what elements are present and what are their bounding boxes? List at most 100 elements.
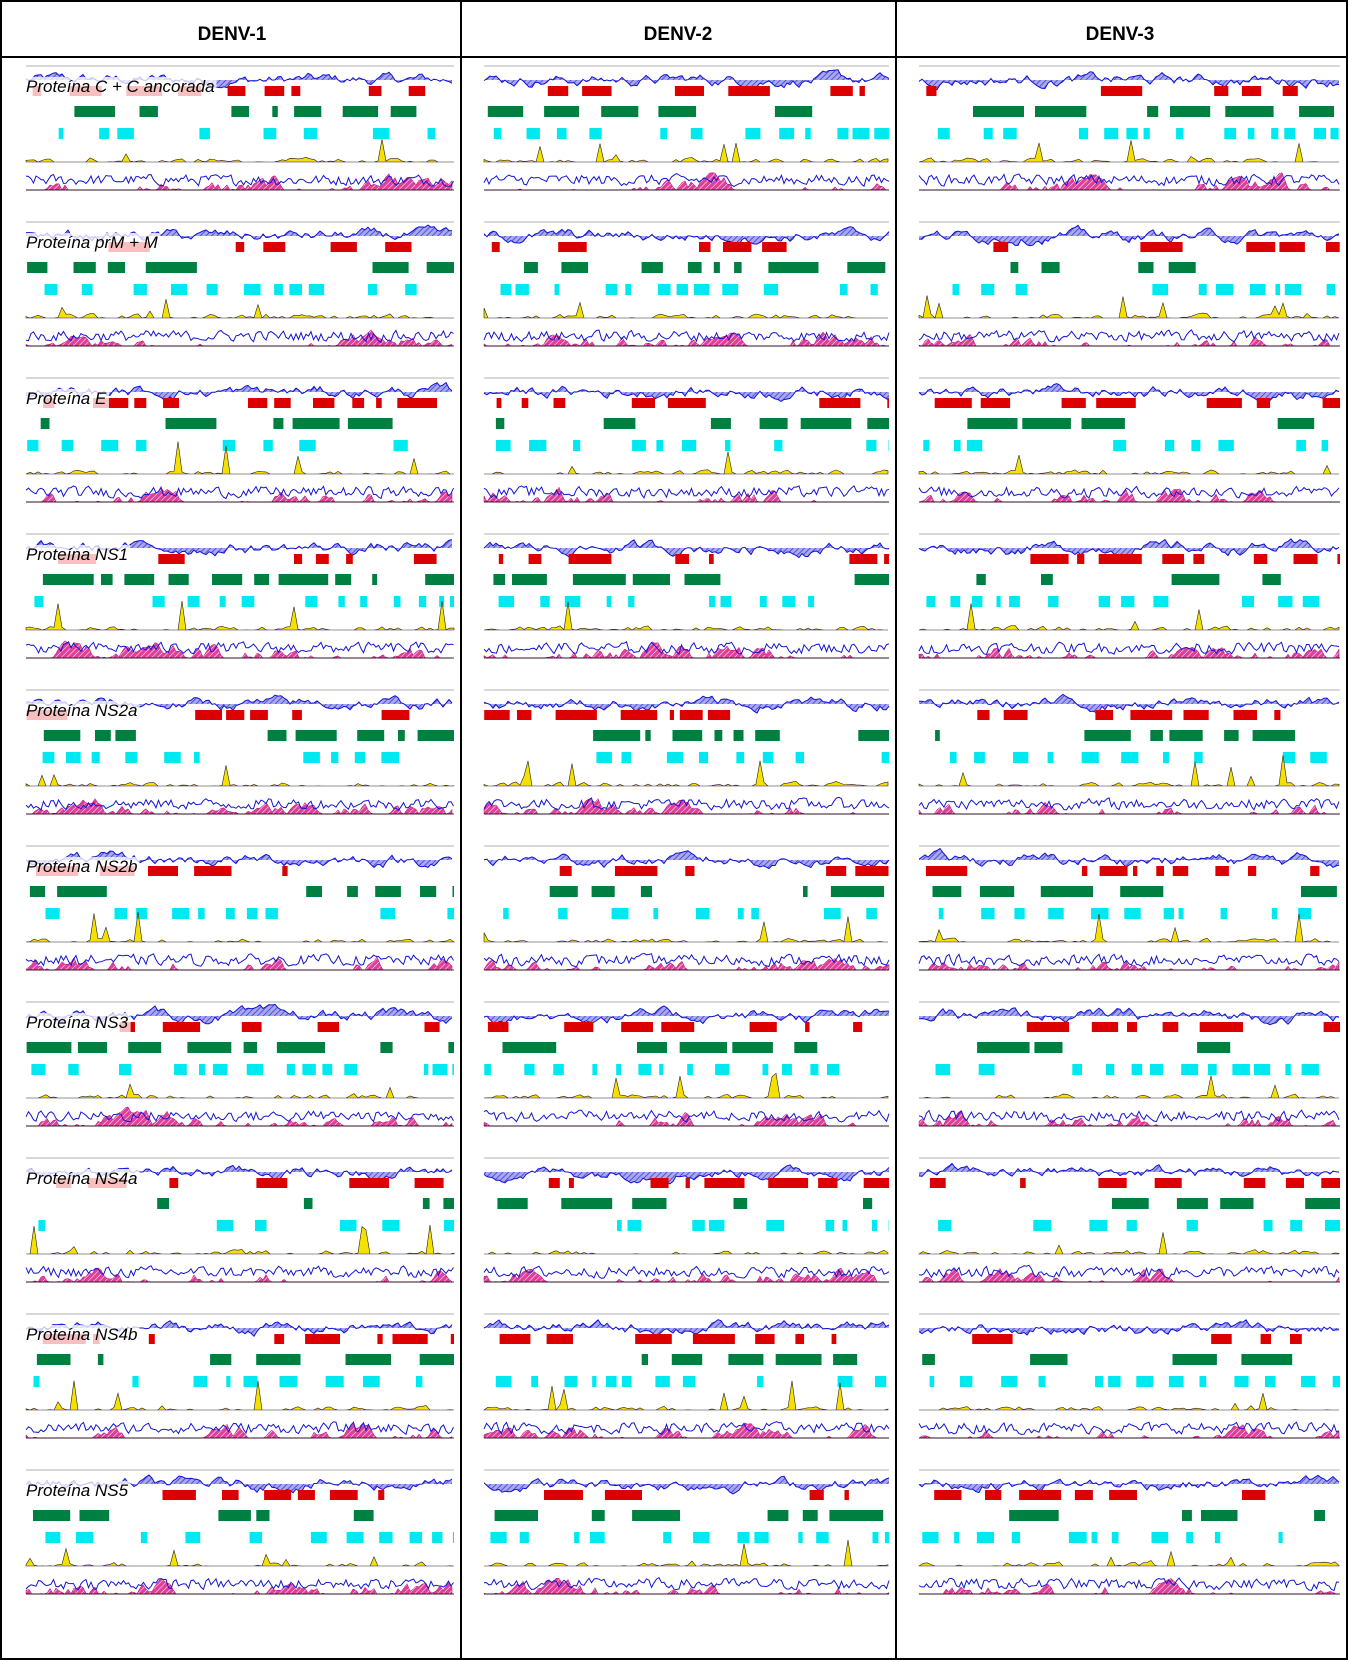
beta-regions — [30, 886, 454, 897]
flexibility-area — [26, 442, 454, 475]
hydrophilicity-area — [484, 227, 889, 245]
hydrophilicity-area — [484, 1006, 889, 1024]
alpha-regions — [930, 1178, 1340, 1188]
alpha-regions — [977, 710, 1280, 720]
protean-figure: Proteína C + C ancoradaProteína prM + MP… — [0, 0, 1348, 1660]
flexibility-area — [26, 765, 454, 786]
hydrophilicity-area — [919, 1164, 1339, 1177]
protean-panel — [919, 1002, 1340, 1126]
beta-regions — [74, 106, 416, 117]
surface-line — [26, 330, 454, 342]
row-label: Proteína E — [26, 389, 107, 408]
beta-regions — [935, 730, 1295, 741]
flexibility-area — [919, 455, 1339, 474]
flexibility-area — [26, 299, 454, 318]
beta-regions — [642, 1354, 857, 1365]
antigenic-area — [26, 488, 452, 503]
turn-regions — [494, 128, 889, 139]
beta-regions — [524, 262, 885, 273]
turn-regions — [617, 1220, 889, 1231]
alpha-regions — [497, 398, 889, 408]
turn-regions — [34, 596, 454, 607]
beta-regions — [550, 886, 884, 897]
alpha-regions — [972, 1334, 1302, 1344]
turn-regions — [503, 908, 877, 919]
beta-regions — [488, 106, 812, 117]
beta-regions — [41, 418, 393, 429]
protean-panel — [484, 66, 889, 190]
row-label: Proteína NS5 — [26, 1481, 129, 1500]
beta-regions — [496, 418, 889, 429]
beta-regions — [44, 730, 454, 741]
row-label: Proteína NS2a — [26, 701, 138, 720]
surface-line — [919, 642, 1339, 654]
flexibility-area — [26, 1084, 454, 1098]
turn-regions — [926, 596, 1319, 607]
surface-line — [919, 954, 1339, 966]
turn-regions — [46, 908, 455, 919]
row-label: Proteína C + C ancorada — [26, 77, 215, 96]
beta-regions — [43, 574, 454, 585]
protean-panel — [919, 378, 1340, 502]
turn-regions — [484, 1064, 839, 1075]
alpha-regions — [500, 1334, 837, 1344]
hydrophilicity-area — [484, 851, 889, 869]
alpha-regions — [926, 86, 1297, 96]
turn-regions — [930, 1376, 1340, 1387]
alpha-regions — [926, 866, 1319, 876]
hydrophilicity-area — [919, 694, 1339, 712]
flexibility-area — [484, 1250, 888, 1254]
protean-panel — [484, 222, 889, 346]
protean-panel — [484, 1314, 889, 1438]
turn-regions — [596, 752, 889, 763]
turn-regions — [45, 284, 417, 295]
column-title: DENV-2 — [644, 24, 713, 45]
beta-regions — [1112, 1198, 1340, 1209]
flexibility-area — [484, 452, 888, 475]
alpha-regions — [544, 1490, 849, 1500]
protean-panel — [919, 690, 1340, 814]
alpha-regions — [484, 710, 730, 720]
alpha-regions — [499, 554, 889, 564]
hydrophilicity-line — [484, 1320, 889, 1336]
surface-line — [919, 330, 1339, 342]
turn-regions — [499, 596, 815, 607]
flexibility-area — [26, 601, 454, 630]
protean-panel — [919, 222, 1340, 346]
row-label: Proteína NS2b — [26, 857, 138, 876]
flexibility-area — [919, 1076, 1339, 1099]
flexibility-area — [26, 139, 454, 162]
turn-regions — [938, 128, 1339, 139]
alpha-regions — [492, 242, 787, 252]
alpha-regions — [1027, 1022, 1340, 1032]
surface-line — [26, 486, 454, 499]
surface-line — [484, 486, 889, 498]
alpha-regions — [488, 1022, 862, 1032]
surface-line — [26, 954, 454, 966]
turn-regions — [45, 1532, 454, 1543]
flexibility-area — [26, 1549, 454, 1566]
beta-regions — [593, 730, 889, 741]
turn-regions — [59, 128, 436, 139]
flexibility-area — [26, 1381, 454, 1410]
surface-line — [919, 1578, 1339, 1591]
flexibility-area — [484, 761, 888, 786]
turn-regions — [938, 1220, 1340, 1231]
surface-line — [484, 1422, 889, 1435]
protean-panel — [919, 534, 1340, 658]
alpha-regions — [935, 398, 1340, 408]
protean-panel — [919, 66, 1340, 190]
flexibility-area — [919, 1232, 1339, 1254]
column-title: DENV-1 — [198, 24, 267, 45]
turn-regions — [34, 1376, 423, 1387]
flexibility-area — [484, 1540, 888, 1566]
beta-regions — [922, 1354, 1292, 1365]
row-label: Proteína NS3 — [26, 1013, 129, 1032]
flexibility-area — [919, 1393, 1339, 1410]
antigenic-area — [484, 487, 889, 502]
beta-regions — [933, 886, 1337, 897]
antigenic-area — [26, 330, 452, 346]
flexibility-area — [484, 1073, 888, 1098]
beta-regions — [27, 262, 454, 273]
turn-regions — [922, 1532, 1282, 1543]
